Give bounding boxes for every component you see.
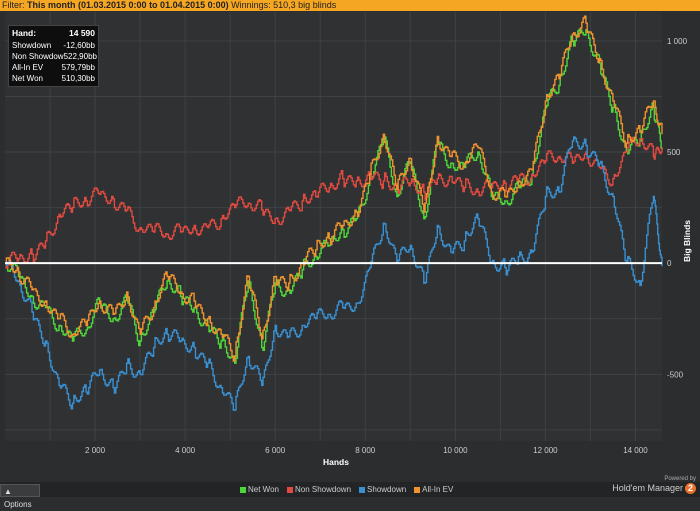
chart-grid	[5, 12, 662, 441]
options-arrow-icon: ▲	[4, 487, 12, 496]
legend-item[interactable]: Non Showdown	[286, 484, 352, 496]
brand-badge-icon: 2	[685, 483, 696, 494]
series-line-non-showdown	[5, 137, 663, 269]
series-line-all-in-ev	[5, 15, 663, 362]
stats-label: Hand:	[12, 28, 37, 38]
legend-item[interactable]: Net Won	[240, 484, 279, 496]
x-tick-label: 10 000	[443, 446, 468, 455]
filter-label: Filter:	[2, 0, 25, 10]
x-axis-label: Hands	[323, 457, 349, 467]
filter-bar[interactable]: Filter: This month (01.03.2015 0:00 to 0…	[0, 0, 700, 11]
y-tick-label: 1 000	[667, 37, 688, 46]
x-tick-label: 12 000	[533, 446, 558, 455]
bottom-bar	[0, 482, 700, 497]
brand-powered: Powered by	[664, 476, 696, 482]
legend-swatch-icon	[286, 487, 293, 493]
y-axis-label: Big Blinds	[682, 220, 692, 262]
y-tick-label: -500	[667, 370, 684, 379]
legend-label: Showdown	[367, 485, 407, 494]
stats-label: Non Showdow	[12, 52, 64, 61]
x-tick-label: 8 000	[355, 446, 376, 455]
legend-swatch-icon	[240, 487, 246, 493]
chart-series-group	[5, 15, 663, 411]
legend-label: Net Won	[248, 485, 279, 494]
stats-value: 14 590	[69, 28, 95, 38]
options-label: Options	[4, 500, 32, 509]
y-tick-label: 0	[667, 259, 672, 268]
stats-label: All-In EV	[12, 63, 44, 72]
x-tick-label: 6 000	[265, 446, 286, 455]
brand: Powered by Hold'em Manager 2	[612, 476, 696, 494]
stats-value: 522,90bb	[63, 52, 97, 61]
stats-label: Net Won	[12, 74, 43, 83]
legend-swatch-icon	[359, 487, 366, 493]
legend-swatch-icon	[414, 487, 421, 493]
legend-item[interactable]: All-In EV	[414, 484, 453, 496]
filter-value[interactable]: This month (01.03.2015 0:00 to 01.04.201…	[27, 0, 229, 10]
stats-label: Showdown	[12, 41, 52, 50]
y-tick-label: 500	[667, 148, 681, 157]
stats-row: Hand: 14 590	[12, 28, 95, 40]
series-line-net-won	[5, 28, 663, 364]
options-button[interactable]: ▲ Options	[0, 484, 40, 509]
chart-legend: Net Won Non Showdown Showdown All-In EV	[240, 484, 453, 496]
stats-value: 510,30bb	[61, 74, 95, 83]
stats-box: Hand: 14 590 Showdown -12,60bb Non Showdow 52…	[8, 25, 99, 87]
stats-row: Showdown -12,60bb	[12, 40, 95, 51]
legend-label: All-In EV	[422, 485, 454, 494]
filter-winnings: Winnings: 510,3 big blinds	[231, 0, 337, 10]
series-line-showdown	[5, 136, 663, 411]
legend-label: Non Showdown	[294, 485, 352, 494]
stats-value: -12,60bb	[63, 41, 95, 50]
stats-row: Net Won 510,30bb	[12, 73, 95, 84]
plot-area	[5, 12, 662, 441]
graph-chart: 2 000 4 000 6 000 8 000 10 000 12 000 14 000 -…	[5, 12, 692, 467]
brand-name: Hold'em Manager	[612, 483, 683, 493]
x-tick-labels: 2 000 4 000 6 000 8 000 10 000 12 000 14 000	[85, 446, 648, 455]
x-tick-label: 4 000	[175, 446, 196, 455]
y-tick-labels: -500 0 500 1 000	[667, 37, 688, 379]
x-tick-label: 2 000	[85, 446, 106, 455]
stats-value: 579,79bb	[61, 63, 95, 72]
x-tick-label: 14 000	[623, 446, 648, 455]
stats-row: All-In EV 579,79bb	[12, 62, 95, 73]
stats-row: Non Showdow 522,90bb	[12, 51, 97, 62]
legend-item[interactable]: Showdown	[359, 484, 406, 496]
